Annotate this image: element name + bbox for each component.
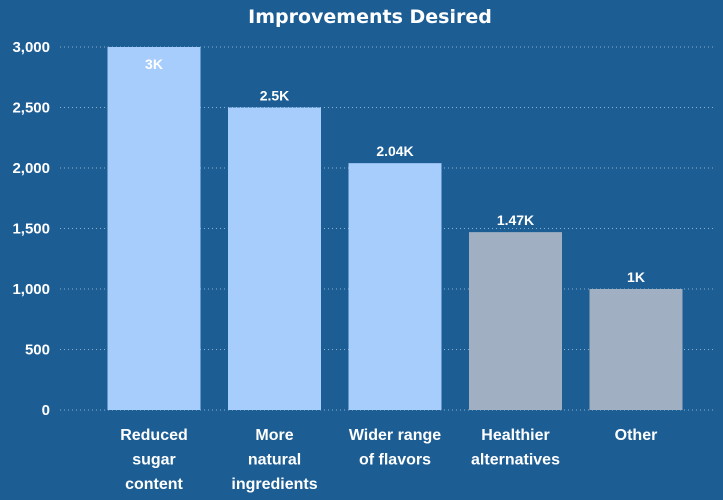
chart-title: Improvements Desired [248,6,492,28]
x-tick-label-line: alternatives [471,452,560,469]
data-label: 2.5K [260,88,290,104]
bar[interactable] [228,107,321,411]
x-tick-label-line: content [125,476,183,493]
x-tick-label: Healthier alternatives [471,427,560,469]
y-axis: 0 500 1,000 1,500 2,000 2,500 3,000 [12,39,50,419]
bar[interactable] [469,232,562,410]
x-tick-label-line: Wider range [349,427,441,444]
x-tick-label-line: sugar [132,452,176,469]
x-tick-label-line: More [255,427,293,444]
x-tick-label: Other [615,427,658,444]
x-tick-label-line: natural [248,452,301,469]
bar[interactable] [107,47,201,410]
x-tick-label: More natural ingredients [231,427,317,493]
x-tick-label-line: ingredients [231,476,317,493]
y-tick-label: 1,500 [12,221,50,238]
data-label: 1.47K [497,212,534,228]
y-tick-label: 2,000 [12,160,50,177]
data-label: 3K [145,56,163,72]
bar[interactable] [589,289,683,410]
y-tick-label: 0 [42,402,50,419]
x-tick-label: Reduced sugar content [120,427,188,493]
bar[interactable] [348,163,442,410]
data-labels: 3K 2.5K 2.04K 1.47K 1K [145,56,645,285]
y-tick-label: 3,000 [12,39,50,56]
x-tick-label: Wider range of flavors [349,427,441,469]
y-tick-label: 1,000 [12,281,50,298]
x-tick-label-line: Other [615,427,658,444]
data-label: 1K [627,269,645,285]
y-tick-label: 2,500 [12,100,50,117]
x-axis: Reduced sugar content More natural ingredient… [120,427,657,493]
x-tick-label-line: Reduced [120,427,188,444]
y-tick-label: 500 [25,342,50,359]
x-tick-label-line: Healthier [481,427,549,444]
bars [107,47,683,411]
x-tick-label-line: of flavors [359,452,431,469]
data-label: 2.04K [376,143,413,159]
